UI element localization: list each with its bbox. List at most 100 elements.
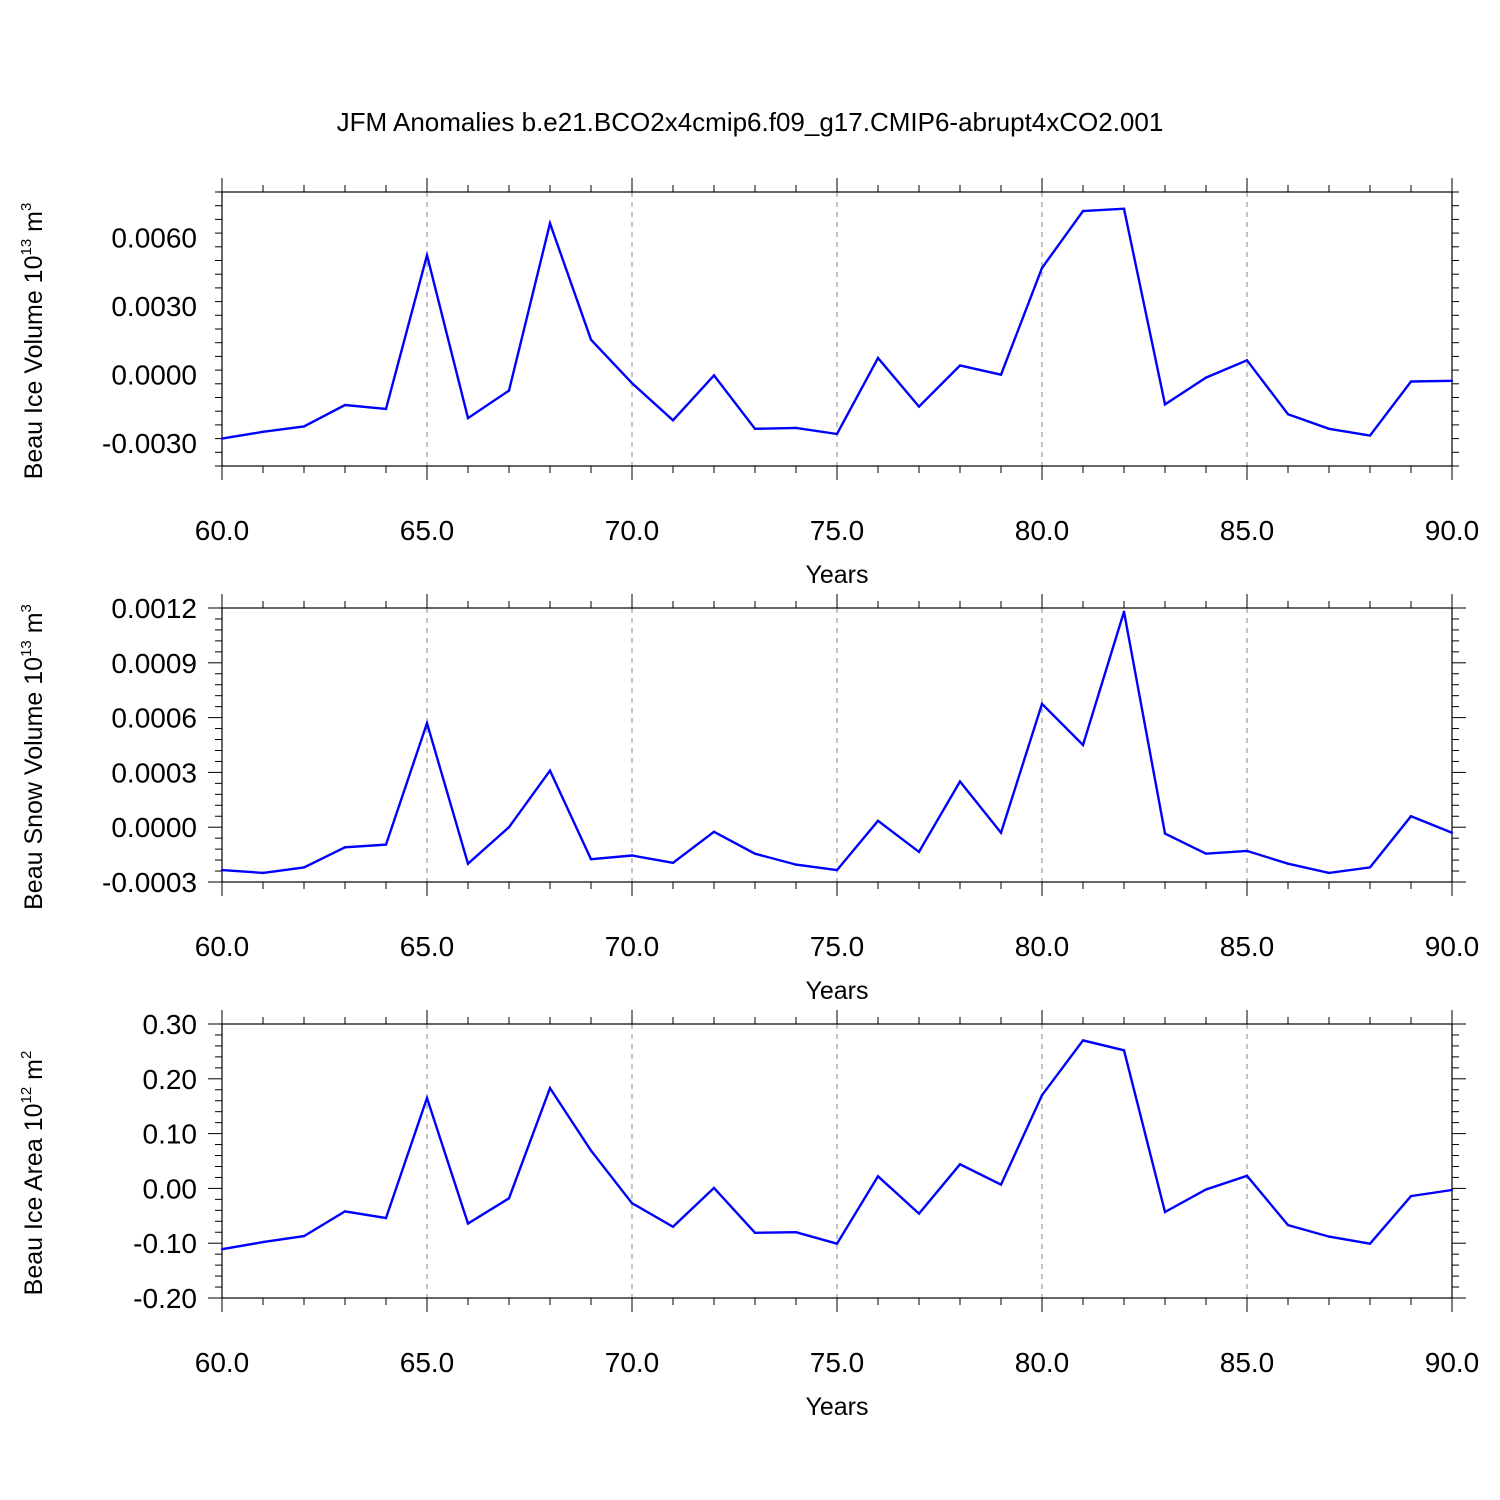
data-point	[1163, 1210, 1167, 1214]
data-point	[917, 405, 921, 408]
data-point	[1368, 434, 1372, 437]
data-point	[999, 373, 1003, 376]
data-point	[261, 871, 265, 875]
x-tick-label: 80.0	[1015, 1347, 1070, 1378]
x-tick-label: 75.0	[810, 1347, 865, 1378]
data-point	[1081, 1039, 1085, 1042]
data-point	[1368, 1242, 1372, 1245]
x-tick-label: 60.0	[195, 1347, 250, 1378]
x-tick-label: 65.0	[400, 1347, 455, 1378]
x-axis-title: Years	[805, 977, 868, 1005]
x-axis-title: Years	[805, 561, 868, 589]
data-point	[1409, 380, 1413, 383]
x-tick-label: 90.0	[1425, 1347, 1480, 1378]
data-point	[1122, 610, 1126, 613]
data-point	[630, 854, 634, 857]
data-point	[1286, 412, 1290, 416]
data-point	[507, 1197, 511, 1200]
data-point	[1245, 1174, 1249, 1177]
data-point	[466, 862, 470, 865]
x-tick-label: 90.0	[1425, 515, 1480, 546]
data-point	[712, 830, 716, 833]
data-point	[712, 374, 716, 377]
x-tick-label: 85.0	[1220, 1347, 1275, 1378]
data-point	[302, 425, 306, 428]
figure-title: JFM Anomalies b.e21.BCO2x4cmip6.f09_g17.…	[337, 107, 1164, 137]
data-point	[794, 1231, 798, 1234]
data-point	[712, 1186, 716, 1190]
data-point	[1450, 831, 1454, 834]
x-tick-label: 70.0	[605, 515, 660, 546]
y-tick-label: -0.0030	[102, 428, 197, 459]
data-point	[753, 1231, 757, 1234]
data-point	[220, 1248, 224, 1251]
data-point	[876, 819, 880, 823]
x-tick-label: 60.0	[195, 931, 250, 962]
y-tick-label: 0.0012	[111, 593, 197, 624]
data-point	[1327, 871, 1331, 875]
data-point	[425, 1096, 429, 1100]
y-tick-label: -0.10	[133, 1228, 197, 1259]
y-tick-label: 0.0006	[111, 703, 197, 734]
y-tick-label: 0.30	[143, 1009, 198, 1040]
data-point	[261, 430, 265, 433]
y-tick-label: 0.0003	[111, 757, 197, 788]
data-point	[671, 861, 675, 865]
data-point	[548, 1086, 552, 1090]
chart-panel-1: 60.0 65.0 70.0 75.0 80.0 85.0 90.0 -0.0030 0.000…	[18, 178, 1479, 589]
data-point	[384, 407, 388, 411]
data-point	[794, 426, 798, 430]
data-point	[589, 1149, 593, 1152]
data-point	[220, 437, 224, 440]
y-tick-label: 0.0009	[111, 648, 197, 679]
data-point	[1286, 862, 1290, 865]
y-tick-label: 0.0030	[111, 291, 197, 322]
data-point	[302, 1234, 306, 1238]
x-tick-label: 90.0	[1425, 931, 1480, 962]
data-point	[589, 338, 593, 341]
x-tick-label: 80.0	[1015, 515, 1070, 546]
data-point	[1204, 852, 1208, 855]
x-tick-label: 70.0	[605, 1347, 660, 1378]
x-tick-label: 85.0	[1220, 515, 1275, 546]
y-tick-label: 0.20	[143, 1064, 198, 1095]
y-axis-title: Beau Snow Volume 1013 m3	[18, 604, 48, 910]
data-point	[384, 1216, 388, 1220]
data-point	[548, 222, 552, 225]
data-point	[343, 846, 347, 849]
data-point	[1409, 1194, 1413, 1198]
data-point	[384, 843, 388, 846]
data-point	[999, 1183, 1003, 1186]
data-point	[1245, 849, 1249, 853]
data-point	[343, 403, 347, 407]
data-point	[261, 1240, 265, 1244]
data-point	[917, 850, 921, 854]
data-point	[548, 769, 552, 772]
chart-panel-3: 60.0 65.0 70.0 75.0 80.0 85.0 90.0 -0.20 -0.10 0.…	[18, 1009, 1479, 1421]
data-point	[876, 356, 880, 360]
data-point	[876, 1175, 880, 1178]
data-point	[630, 381, 634, 385]
x-tick-label: 60.0	[195, 515, 250, 546]
chart-panels: 60.0 65.0 70.0 75.0 80.0 85.0 90.0-0.00300.000…	[18, 178, 1479, 1421]
data-point	[835, 1242, 839, 1245]
data-point	[671, 419, 675, 422]
data-point	[958, 364, 962, 367]
y-tick-label: 0.00	[143, 1173, 198, 1204]
x-tick-label: 85.0	[1220, 931, 1275, 962]
data-point	[1204, 1188, 1208, 1191]
x-tick-label: 65.0	[400, 515, 455, 546]
data-point	[1122, 1049, 1126, 1052]
data-point	[1040, 266, 1044, 270]
y-axis-title: Beau Ice Volume 1013 m3	[18, 203, 48, 480]
data-point	[507, 389, 511, 392]
y-axis-title: Beau Ice Area 1012 m2	[18, 1051, 48, 1296]
data-point	[589, 857, 593, 861]
data-point	[753, 427, 757, 430]
data-point	[835, 432, 839, 436]
data-point	[1245, 359, 1249, 362]
data-point	[1204, 376, 1208, 379]
data-point	[1163, 403, 1167, 406]
